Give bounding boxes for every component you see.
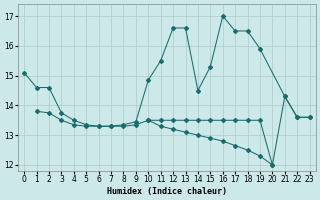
X-axis label: Humidex (Indice chaleur): Humidex (Indice chaleur) <box>107 187 227 196</box>
